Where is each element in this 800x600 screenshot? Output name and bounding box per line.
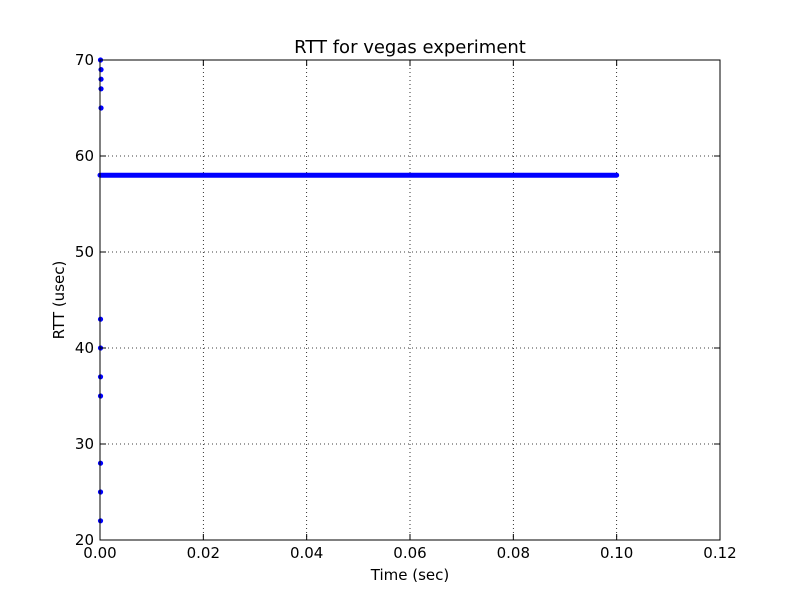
y-tick-label: 50 [75, 243, 94, 261]
x-tick-label: 0.12 [703, 544, 736, 562]
x-tick-label: 0.00 [83, 544, 116, 562]
x-tick-label: 0.02 [187, 544, 220, 562]
x-tick-label: 0.08 [497, 544, 530, 562]
y-axis-label: RTT (usec) [50, 261, 68, 340]
data-point [98, 67, 104, 73]
data-point [97, 489, 104, 495]
data-point [97, 374, 104, 380]
data-point [97, 518, 104, 524]
x-tick-label: 0.06 [393, 544, 426, 562]
y-tick-label: 60 [75, 147, 94, 165]
data-point [98, 76, 104, 82]
x-tick-label: 0.04 [290, 544, 323, 562]
grid [100, 60, 720, 540]
x-tick-label: 0.10 [600, 544, 633, 562]
data-point [97, 393, 104, 399]
ticks: 0.00 0.02 0.04 0.06 0.08 0.10 0.12 20 30 40 50 60 70 [75, 51, 737, 562]
y-tick-label: 30 [75, 435, 94, 453]
data-point [97, 316, 104, 322]
data-point [97, 460, 104, 466]
y-tick-label: 70 [75, 51, 94, 69]
y-tick-label: 40 [75, 339, 94, 357]
data-point [98, 105, 104, 111]
y-tick-label: 20 [75, 531, 94, 549]
chart-title: RTT for vegas experiment [294, 37, 526, 58]
x-axis-label: Time (sec) [370, 566, 449, 584]
data-point [98, 86, 104, 92]
